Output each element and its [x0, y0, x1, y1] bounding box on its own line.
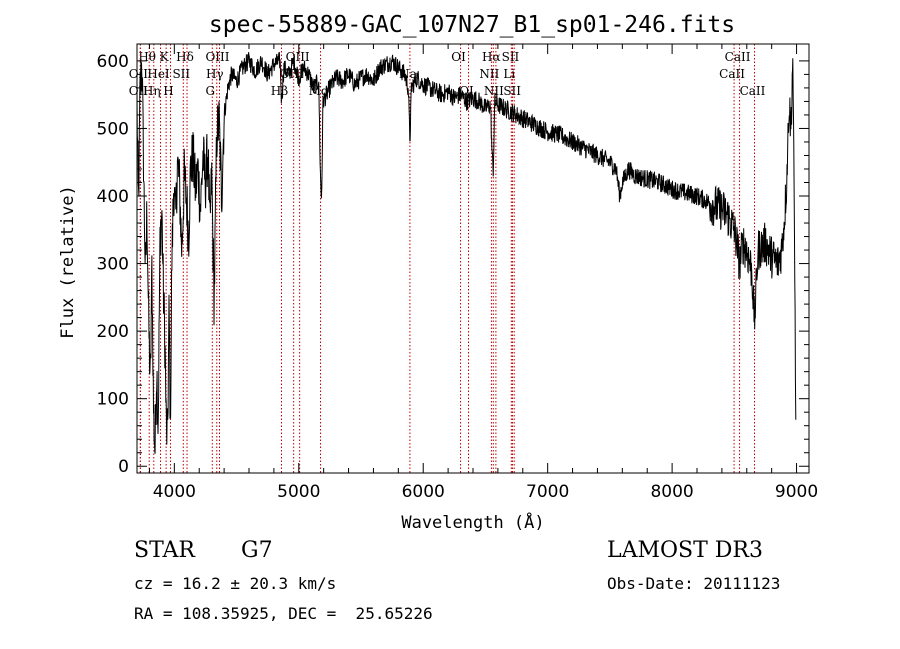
x-tick-label-6000: 6000	[402, 482, 445, 502]
line-label-27: CaII	[740, 84, 766, 98]
y-tick-label-600: 600	[97, 52, 129, 72]
plot-frame	[136, 43, 810, 474]
line-label-21: NII	[479, 67, 499, 81]
spectrum-series	[136, 51, 797, 454]
x-axis-ticks: 4000 5000 6000 7000 8000 9000	[148, 44, 818, 502]
y-tick-label-100: 100	[97, 390, 129, 410]
line-label-26: CaII	[719, 67, 745, 81]
line-label-10: Hγ	[206, 67, 224, 81]
object-subclass: G7	[241, 538, 273, 563]
line-label-5: SII	[172, 67, 190, 81]
observation-date: Obs-Date: 20111123	[607, 574, 781, 593]
object-class: STAR	[134, 538, 195, 563]
chart-title: spec-55889-GAC_107N27_B1_sp01-246.fits	[209, 12, 735, 38]
sky-coordinates: RA = 108.35925, DEC = 25.65226	[134, 604, 433, 623]
line-label-19: Hα	[482, 50, 501, 64]
line-label-23: NII	[484, 84, 504, 98]
spectrum-plot: spec-55889-GAC_107N27_B1_sp01-246.fits H…	[58, 12, 818, 533]
y-tick-label-200: 200	[97, 322, 129, 342]
redshift-velocity: cz = 16.2 ± 20.3 km/s	[134, 574, 337, 593]
line-label-17: OI	[451, 50, 466, 64]
line-label-24: SII	[503, 84, 521, 98]
line-label-25: CaII	[725, 50, 751, 64]
line-label-20: SII	[502, 50, 520, 64]
y-tick-label-300: 300	[97, 255, 129, 275]
line-label-2: Hδ	[176, 50, 194, 64]
line-label-22: Li	[503, 67, 515, 81]
spectrum-line	[136, 51, 797, 454]
line-label-12: OIII	[286, 50, 310, 64]
line-label-1: K	[160, 50, 170, 64]
y-tick-label-400: 400	[97, 187, 129, 207]
line-label-11: G	[205, 84, 215, 98]
line-label-9: OIII	[205, 50, 229, 64]
y-tick-label-500: 500	[97, 119, 129, 139]
x-tick-label-5000: 5000	[277, 482, 320, 502]
y-axis-ticks: 0 100 200 300 400 500 600	[97, 52, 809, 477]
y-axis-label: Flux (relative)	[58, 185, 78, 339]
x-axis-label: Wavelength (Å)	[401, 511, 544, 533]
survey-release: LAMOST DR3	[607, 538, 763, 563]
line-label-8: H	[163, 84, 173, 98]
line-label-14: Hβ	[271, 84, 288, 98]
x-tick-label-9000: 9000	[775, 482, 818, 502]
spectrum-chart-svg: spec-55889-GAC_107N27_B1_sp01-246.fits H…	[58, 12, 818, 533]
x-tick-label-8000: 8000	[650, 482, 693, 502]
x-tick-label-7000: 7000	[526, 482, 569, 502]
x-tick-label-4000: 4000	[153, 482, 196, 502]
line-label-7: Hη	[143, 84, 161, 98]
y-tick-label-0: 0	[118, 457, 129, 477]
line-label-6: OII	[129, 84, 149, 98]
line-label-4: HeI	[147, 67, 170, 81]
